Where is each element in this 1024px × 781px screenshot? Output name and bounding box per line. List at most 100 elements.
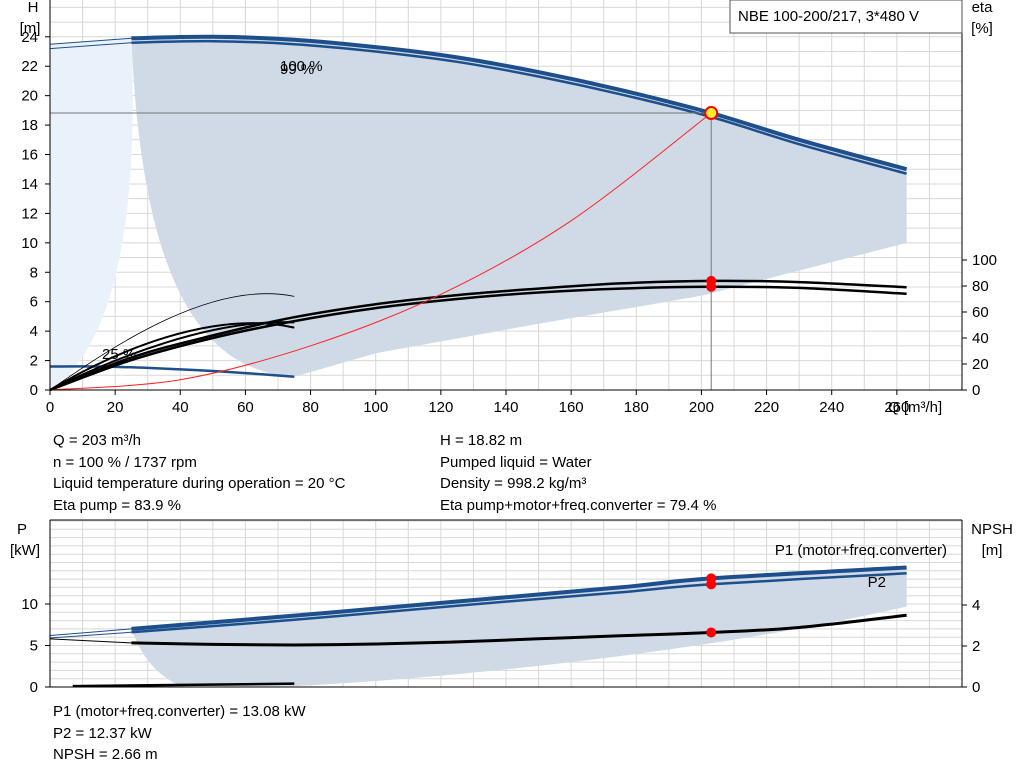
y-tick-label: 4 [30, 323, 38, 340]
npsh-unit-label: [m] [982, 542, 1003, 559]
x-tick-label: 120 [428, 399, 453, 416]
eta-tick-label: 80 [972, 278, 989, 295]
info-p1: P1 (motor+freq.converter) = 13.08 kW [53, 703, 306, 720]
eta-axis-label: eta [972, 0, 994, 16]
info-temp: Liquid temperature during operation = 20… [53, 475, 346, 492]
x-tick-label: 100 [363, 399, 388, 416]
info-npsh: NPSH = 2.66 m [53, 746, 158, 763]
info-eta-pump: Eta pump = 83.9 % [53, 496, 181, 514]
y-tick-label: 0 [30, 382, 38, 399]
eta-total-point [706, 281, 717, 292]
p2-point [706, 579, 717, 590]
info-eta-total: Eta pump+motor+freq.converter = 79.4 % [440, 496, 717, 514]
info-bottom: P1 (motor+freq.converter) = 13.08 kW P2 … [53, 701, 306, 766]
info-head: H = 18.82 m [440, 432, 523, 449]
h-unit-label: [m] [20, 20, 41, 37]
y-tick-label: 24 [21, 29, 38, 46]
x-tick-label: 260 [884, 399, 909, 416]
info-q: Q = 203 m³/h [53, 432, 141, 449]
envelope-area [131, 36, 907, 377]
npsh-curve [131, 613, 907, 647]
pump-label-box [729, 0, 963, 34]
curve-99-ext [49, 42, 132, 50]
info-speed: n = 100 % / 1737 rpm [53, 453, 197, 471]
y-tick-label: 22 [21, 58, 38, 75]
y-tick-label: 18 [21, 117, 38, 134]
bottom-axes: 0 5 10 0 2 4 [21, 519, 980, 696]
eta-unit-label: [%] [971, 20, 993, 37]
speed-label-25: 25 % [102, 346, 136, 363]
top-curves [49, 34, 908, 392]
top-operating-envelope [50, 36, 907, 390]
eta-tick-label: 20 [972, 356, 989, 373]
eta-pump-curve [49, 279, 907, 392]
eta-tick-label: 100 [972, 252, 997, 269]
y-tick-label: 8 [30, 264, 38, 281]
p-tick-label: 10 [21, 596, 38, 613]
eta-low-speed-2 [49, 321, 295, 391]
p2-ext [49, 631, 132, 639]
info-top-right: H = 18.82 m Pumped liquid = Water Densit… [440, 430, 716, 516]
npsh-tick-label: 0 [972, 679, 980, 696]
h-axis-label: H [28, 0, 39, 16]
info-top-left: Q = 203 m³/h n = 100 % / 1737 rpm Liquid… [53, 430, 345, 516]
x-tick-label: 80 [302, 399, 319, 416]
p1-series-label: P1 (motor+freq.converter) [775, 542, 947, 559]
npsh-tick-label: 4 [972, 597, 980, 614]
pump-label: NBE 100-200/217, 3*480 V [738, 8, 919, 25]
speed-label-99: 99 % [280, 61, 314, 78]
operating-point [704, 106, 719, 121]
envelope-area-bottom [131, 567, 907, 687]
info-p2: P2 = 12.37 kW [53, 724, 152, 742]
x-tick-label: 160 [559, 399, 584, 416]
x-tick-label: 0 [46, 399, 54, 416]
p1-ext [49, 628, 132, 636]
x-tick-label: 140 [493, 399, 518, 416]
curve-100-ext [49, 37, 132, 45]
info-liquid: Pumped liquid = Water [440, 453, 592, 471]
speed-label-100: 100 % [280, 58, 323, 75]
eta-tick-label: 60 [972, 304, 989, 321]
bottom-operating-envelope [131, 567, 907, 687]
y-tick-label: 12 [21, 205, 38, 222]
chart-labels: H [m] eta [%] Q [m³/h] P [kW] NPSH [m] 100 %99 % 2… [10, 0, 1013, 591]
eta-low-speed-thin [49, 293, 295, 391]
x-tick-label: 200 [689, 399, 714, 416]
low-speed-power [72, 682, 295, 688]
top-axes: 0 20 40 60 80 100 120 140 160 180 200 220 240 2600246… [21, 0, 997, 416]
p-unit-label: [kW] [10, 542, 40, 559]
system-curve [49, 112, 712, 391]
p-axis-label: P [17, 521, 27, 538]
y-tick-label: 14 [21, 176, 38, 193]
eta-total-curve [49, 285, 907, 392]
x-tick-label: 60 [237, 399, 254, 416]
npsh-tick-label: 2 [972, 638, 980, 655]
p-tick-label: 0 [30, 679, 38, 696]
bottom-curves [49, 565, 907, 688]
y-tick-label: 10 [21, 235, 38, 252]
curve-100-percent [131, 34, 908, 172]
npsh-axis-label: NPSH [971, 521, 1013, 538]
q-axis-label: Q [m³/h] [888, 399, 942, 416]
x-tick-label: 40 [172, 399, 189, 416]
p1-curve [131, 565, 907, 631]
p-tick-label: 5 [30, 638, 38, 655]
x-tick-label: 220 [754, 399, 779, 416]
y-tick-label: 2 [30, 353, 38, 370]
curve-99-percent [131, 39, 907, 175]
p2-series-label: P2 [868, 574, 886, 591]
npsh-point [706, 627, 717, 638]
x-tick-label: 20 [107, 399, 124, 416]
y-tick-label: 6 [30, 294, 38, 311]
y-tick-label: 16 [21, 147, 38, 164]
y-tick-label: 20 [21, 88, 38, 105]
npsh-ext [49, 638, 132, 644]
p2-curve [131, 572, 907, 634]
info-density: Density = 998.2 kg/m³ [440, 475, 587, 492]
eta-tick-label: 0 [972, 382, 980, 399]
x-tick-label: 240 [819, 399, 844, 416]
eta-tick-label: 40 [972, 330, 989, 347]
x-tick-label: 180 [624, 399, 649, 416]
envelope-area-light [50, 38, 133, 390]
